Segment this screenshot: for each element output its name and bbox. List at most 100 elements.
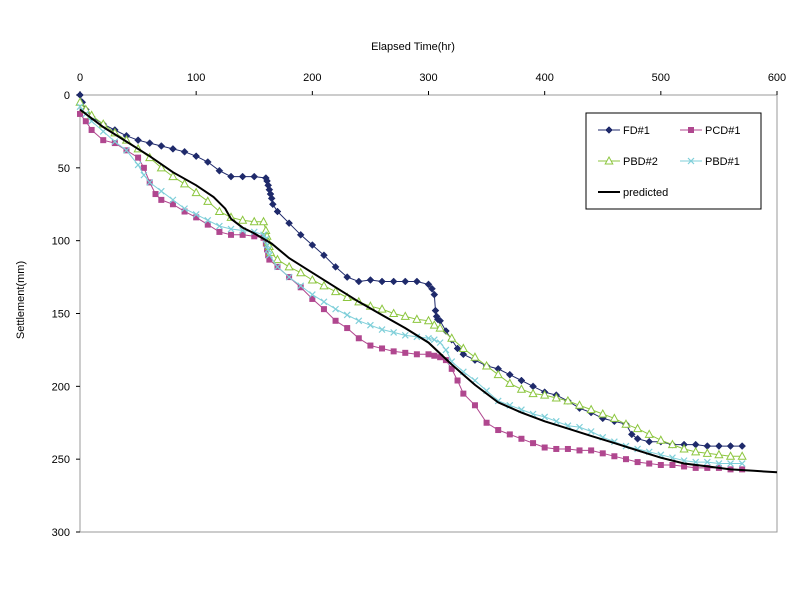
data-point-square — [251, 233, 258, 240]
data-point-triangle — [644, 429, 654, 438]
data-point-square — [506, 431, 513, 438]
data-point-triangle — [505, 378, 515, 387]
y-axis-title: Settlement(mm) — [15, 261, 27, 339]
series-fd-1 — [76, 91, 747, 450]
data-point-triangle — [667, 439, 678, 449]
y-tick-label: 0 — [64, 90, 70, 102]
data-point-triangle — [284, 261, 294, 271]
data-point-x — [343, 311, 351, 319]
data-point-square — [681, 463, 688, 470]
data-point-x — [401, 331, 409, 339]
data-point-x — [430, 336, 438, 344]
x-tick-label: 500 — [652, 72, 670, 84]
data-point-triangle — [203, 196, 213, 205]
data-point-x — [181, 205, 188, 213]
data-point-square — [599, 450, 606, 457]
x-tick-label: 400 — [535, 72, 553, 84]
legend-item: PBD#2 — [598, 155, 658, 168]
legend-label: PBD#1 — [705, 156, 740, 168]
data-point-triangle — [540, 390, 550, 399]
data-point-x — [308, 291, 316, 298]
data-point-x — [727, 460, 734, 467]
data-point-diamond — [459, 350, 468, 359]
y-axis: 0 50 100 150 200 250 300 — [52, 90, 80, 539]
data-point-x — [436, 339, 444, 347]
data-point-square — [77, 110, 83, 117]
data-point-square — [140, 164, 147, 171]
data-point-x — [169, 196, 177, 204]
data-point-diamond — [273, 207, 282, 216]
data-point-triangle — [574, 400, 585, 409]
data-point-diamond — [268, 200, 277, 209]
data-point-x — [227, 225, 235, 233]
series-layer — [75, 91, 778, 474]
data-point-x — [285, 273, 293, 281]
y-tick-label: 200 — [52, 381, 70, 393]
data-point-x — [192, 211, 200, 218]
data-point-x — [134, 161, 142, 169]
data-point-diamond — [320, 251, 328, 260]
data-point-diamond — [505, 370, 514, 379]
data-point-diamond — [378, 277, 386, 286]
data-point-diamond — [250, 172, 259, 181]
data-point-triangle — [493, 369, 503, 379]
data-point-diamond — [180, 147, 189, 156]
data-point-triangle — [272, 254, 283, 264]
data-point-x — [366, 321, 374, 329]
data-point-square — [431, 352, 438, 359]
data-point-square — [541, 444, 548, 451]
legend-label: predicted — [623, 187, 668, 199]
data-point-triangle — [249, 216, 259, 226]
data-point-diamond — [308, 241, 317, 249]
data-point-x — [123, 146, 130, 154]
data-point-x — [320, 298, 328, 306]
data-point-diamond — [331, 263, 340, 271]
data-point-triangle — [179, 178, 190, 188]
data-point-square — [239, 231, 246, 238]
data-point-square — [82, 118, 89, 125]
data-point-diamond — [627, 430, 636, 439]
data-point-diamond — [366, 276, 375, 284]
data-point-triangle — [621, 419, 631, 428]
legend-item: PCD#1 — [680, 125, 740, 137]
data-point-triangle — [258, 216, 269, 226]
data-point-square — [634, 459, 641, 466]
data-point-square — [367, 342, 374, 349]
data-point-square — [169, 201, 176, 208]
data-point-square — [111, 140, 118, 147]
legend-label: PBD#2 — [623, 156, 658, 168]
data-point-square — [100, 137, 107, 144]
data-point-x — [541, 413, 549, 421]
y-tick-label: 250 — [52, 454, 70, 466]
data-point-diamond — [605, 126, 613, 134]
legend-label: PCD#1 — [705, 125, 740, 137]
data-point-diamond — [430, 290, 439, 299]
data-point-x — [738, 460, 746, 467]
data-point-x — [715, 460, 723, 467]
data-point-x — [332, 305, 339, 313]
data-point-triangle — [609, 413, 620, 422]
data-point-square — [692, 464, 699, 471]
data-point-diamond — [192, 152, 201, 161]
data-point-x — [215, 222, 223, 230]
data-point-diamond — [285, 219, 293, 228]
data-point-square — [564, 445, 571, 452]
data-point-square — [611, 453, 618, 460]
data-point-triangle — [214, 206, 225, 216]
data-point-triangle — [516, 384, 527, 393]
data-point-square — [553, 445, 560, 452]
data-point-triangle — [604, 155, 614, 165]
data-point-triangle — [237, 215, 248, 224]
data-point-x — [390, 329, 398, 336]
data-point-diamond — [238, 172, 247, 181]
data-point-triangle — [470, 352, 480, 361]
legend-label: FD#1 — [623, 125, 650, 137]
data-point-diamond — [215, 166, 224, 175]
data-point-triangle — [691, 446, 701, 456]
data-point-square — [669, 461, 676, 468]
data-point-square — [704, 464, 711, 471]
data-point-square — [204, 221, 211, 228]
data-point-x — [265, 251, 273, 259]
data-point-square — [518, 435, 525, 442]
